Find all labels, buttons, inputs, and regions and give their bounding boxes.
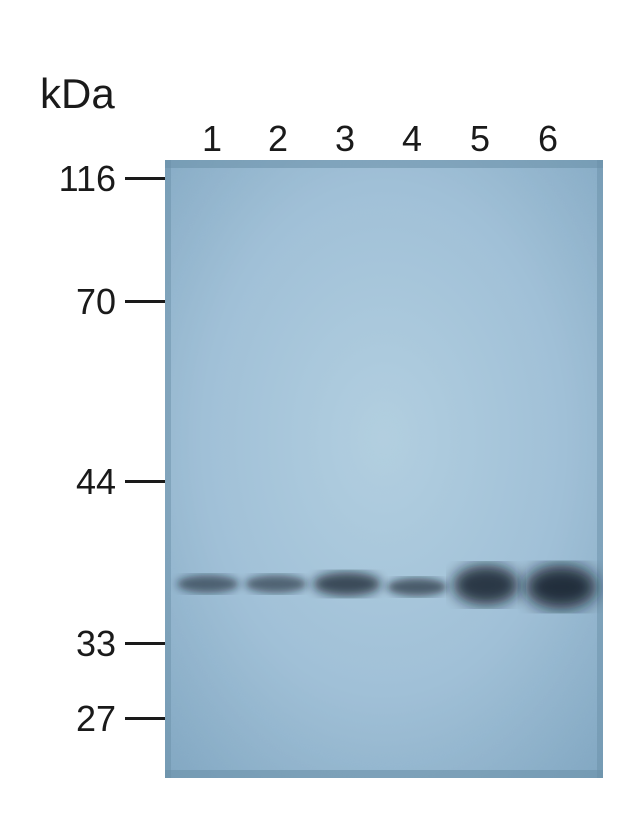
marker-label-44: 44 [36,461,116,503]
marker-tick-70 [125,300,165,303]
lane-label-1: 1 [192,118,232,160]
band-lane-5 [453,565,519,605]
marker-tick-44 [125,480,165,483]
marker-tick-27 [125,717,165,720]
marker-tick-33 [125,642,165,645]
band-lane-6 [525,565,597,609]
blot-membrane [165,160,603,778]
lane-label-5: 5 [460,118,500,160]
yaxis-title: kDa [40,70,115,118]
marker-label-70: 70 [36,281,116,323]
band-lane-3 [313,572,381,596]
marker-label-27: 27 [36,698,116,740]
blot-background [165,160,603,778]
band-lane-1 [177,575,239,593]
marker-label-33: 33 [36,623,116,665]
band-lane-2 [245,575,307,593]
lane-label-2: 2 [258,118,298,160]
lane-label-6: 6 [528,118,568,160]
band-lane-4 [387,578,447,596]
marker-label-116: 116 [36,158,116,200]
lane-label-4: 4 [392,118,432,160]
lane-label-3: 3 [325,118,365,160]
marker-tick-116 [125,177,165,180]
western-blot-figure: kDa 1 2 3 4 5 6 116 70 44 33 27 [0,0,629,825]
